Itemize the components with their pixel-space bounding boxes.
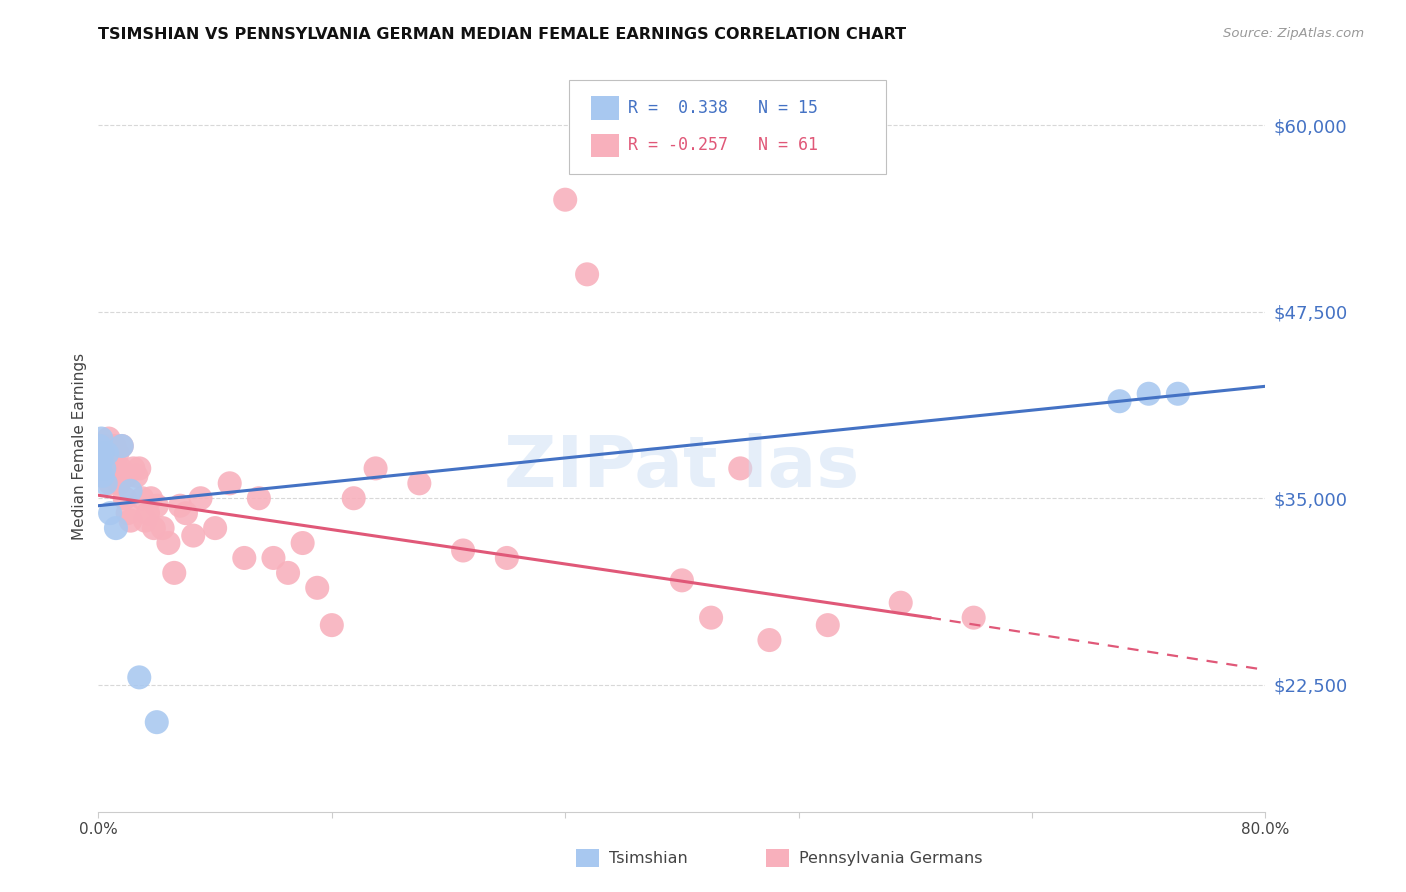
Point xyxy=(120,483,142,498)
Point xyxy=(142,521,165,535)
Point xyxy=(233,551,256,566)
Point xyxy=(758,633,780,648)
Point xyxy=(104,461,127,475)
Point xyxy=(163,566,186,580)
Point xyxy=(576,268,599,282)
Point xyxy=(111,439,134,453)
Point xyxy=(136,506,159,520)
Point xyxy=(157,536,180,550)
Point xyxy=(218,476,240,491)
Point xyxy=(100,454,122,468)
Point xyxy=(115,468,138,483)
Point xyxy=(146,499,169,513)
Point xyxy=(111,439,134,453)
Point xyxy=(96,446,118,460)
Point xyxy=(93,461,115,475)
Point xyxy=(1137,386,1160,401)
Point xyxy=(247,491,270,506)
Point xyxy=(90,432,112,446)
Point xyxy=(408,476,430,491)
Point xyxy=(169,499,191,513)
Text: TSIMSHIAN VS PENNSYLVANIA GERMAN MEDIAN FEMALE EARNINGS CORRELATION CHART: TSIMSHIAN VS PENNSYLVANIA GERMAN MEDIAN … xyxy=(98,27,907,42)
Point xyxy=(89,439,111,453)
Point xyxy=(139,491,162,506)
Point xyxy=(181,528,204,542)
Point xyxy=(94,476,117,491)
Point xyxy=(190,491,212,506)
Point xyxy=(125,468,148,483)
Point xyxy=(91,446,114,460)
Point xyxy=(131,491,153,506)
Point xyxy=(117,506,139,520)
Point xyxy=(1167,386,1189,401)
Point xyxy=(152,521,174,535)
Text: Tsimshian: Tsimshian xyxy=(609,851,688,865)
Point xyxy=(343,491,366,506)
Point xyxy=(104,521,127,535)
Point xyxy=(291,536,314,550)
Point xyxy=(90,446,112,460)
Point xyxy=(962,610,984,624)
Point xyxy=(321,618,343,632)
Point xyxy=(1108,394,1130,409)
Point xyxy=(98,506,121,520)
Text: R = -0.257   N = 61: R = -0.257 N = 61 xyxy=(628,136,818,154)
Point xyxy=(262,551,284,566)
Point xyxy=(146,715,169,730)
Point xyxy=(817,618,839,632)
Point xyxy=(890,596,912,610)
Point xyxy=(110,461,132,475)
Point xyxy=(364,461,387,475)
Point xyxy=(91,454,114,468)
Point xyxy=(101,468,124,483)
Text: ZIPat las: ZIPat las xyxy=(505,434,859,502)
Point xyxy=(93,461,115,475)
Point xyxy=(451,543,474,558)
Text: Source: ZipAtlas.com: Source: ZipAtlas.com xyxy=(1223,27,1364,40)
Point xyxy=(554,193,576,207)
Text: Pennsylvania Germans: Pennsylvania Germans xyxy=(799,851,983,865)
Point xyxy=(105,446,128,460)
Point xyxy=(89,461,111,475)
Point xyxy=(97,432,120,446)
Point xyxy=(128,670,150,684)
Point xyxy=(108,476,131,491)
Point xyxy=(114,491,136,506)
Point xyxy=(90,454,112,468)
Point xyxy=(93,439,115,453)
Point xyxy=(122,461,145,475)
Point xyxy=(174,506,197,520)
Point xyxy=(96,468,118,483)
Point xyxy=(134,514,156,528)
Point xyxy=(671,574,693,588)
Point xyxy=(204,521,226,535)
Point xyxy=(307,581,329,595)
Point xyxy=(495,551,517,566)
Text: R =  0.338   N = 15: R = 0.338 N = 15 xyxy=(628,99,818,117)
Point xyxy=(103,439,125,453)
Point xyxy=(277,566,299,580)
Point xyxy=(112,468,135,483)
Point xyxy=(128,461,150,475)
Point xyxy=(91,468,114,483)
Point xyxy=(97,446,120,460)
Point xyxy=(120,514,142,528)
Point xyxy=(98,476,121,491)
Point xyxy=(94,461,117,475)
Y-axis label: Median Female Earnings: Median Female Earnings xyxy=(72,352,87,540)
Point xyxy=(700,610,723,624)
Point xyxy=(728,461,751,475)
